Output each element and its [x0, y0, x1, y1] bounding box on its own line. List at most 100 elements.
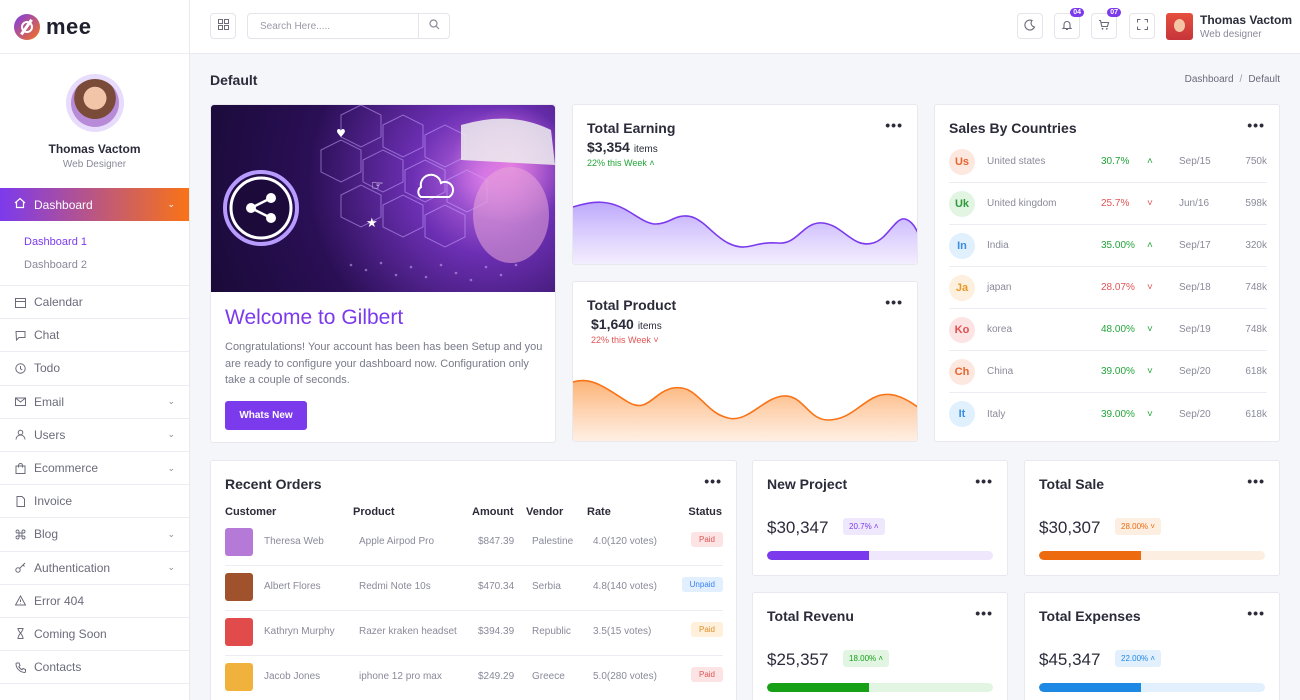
table-row[interactable]: Theresa Web Apple Airpod Pro $847.39 Pal…	[225, 521, 723, 566]
new-project-card: New Project ••• $30,347 20.7% ˄	[752, 460, 1008, 576]
country-row: Ko korea 48.00% ˅ Sep/19 748k	[949, 309, 1267, 351]
country-percent: 48.00%	[1101, 324, 1135, 335]
percent-badge: 22.00% ˄	[1115, 650, 1162, 667]
table-row[interactable]: Jacob Jones iphone 12 pro max $249.29 Gr…	[225, 656, 723, 700]
mini-card-value: $45,347	[1039, 650, 1101, 669]
search-input[interactable]	[248, 14, 418, 38]
sidebar-item-authentication[interactable]: Authentication ⌄	[0, 552, 189, 585]
country-date: Sep/20	[1179, 366, 1211, 377]
country-row: Uk United kingdom 25.7% ˅ Jun/16 598k	[949, 183, 1267, 225]
country-value: 748k	[1245, 324, 1267, 335]
col-customer[interactable]: Customer	[225, 506, 277, 518]
sidebar-item-chat[interactable]: Chat	[0, 319, 189, 353]
progress-bar	[1039, 683, 1265, 692]
avatar[interactable]	[65, 74, 124, 132]
progress-bar	[767, 683, 993, 692]
submenu-item-dashboard-2[interactable]: Dashboard 2	[24, 259, 87, 271]
country-row: Ch China 39.00% ˅ Sep/20 618k	[949, 351, 1267, 393]
more-options-icon[interactable]: •••	[1247, 117, 1265, 133]
chevron-down-icon: ⌄	[167, 562, 175, 573]
country-code-badge: Uk	[949, 190, 975, 217]
country-value: 750k	[1245, 156, 1267, 167]
product-unit: items	[637, 321, 662, 332]
more-options-icon[interactable]: •••	[1247, 473, 1265, 489]
country-name: China	[987, 366, 1014, 377]
sidebar-item-calendar[interactable]: Calendar	[0, 286, 189, 320]
order-rate: 4.8(140 votes)	[593, 581, 657, 592]
page-title: Default	[210, 72, 258, 88]
order-vendor: Greece	[532, 671, 565, 682]
sidebar-item-label: Error 404	[34, 593, 85, 608]
country-value: 618k	[1245, 366, 1267, 377]
avatar-image	[70, 79, 119, 127]
more-options-icon[interactable]: •••	[885, 294, 903, 310]
percent-badge: 28.00% ˅	[1115, 518, 1162, 535]
sidebar-item-blog[interactable]: Blog ⌄	[0, 518, 189, 552]
table-row[interactable]: Kathryn Murphy Razer kraken headset $394…	[225, 611, 723, 656]
header-user-role: Web designer	[1200, 29, 1262, 40]
col-rate[interactable]: Rate	[587, 506, 611, 518]
sidebar-item-todo[interactable]: Todo	[0, 352, 189, 386]
product-title: Total Product	[587, 297, 677, 313]
trend-down-icon: ˅	[1147, 282, 1153, 293]
trend-down-icon: ˅	[1150, 522, 1156, 531]
header-avatar	[1166, 13, 1193, 40]
earning-amount: $3,354	[587, 139, 630, 155]
welcome-text: Congratulations! Your account has been h…	[225, 341, 543, 386]
col-vendor[interactable]: Vendor	[526, 506, 564, 518]
sidebar-item-email[interactable]: Email ⌄	[0, 386, 189, 419]
status-badge: Paid	[690, 667, 723, 682]
product-sparkline	[573, 379, 917, 441]
sidebar-item-users[interactable]: Users ⌄	[0, 419, 189, 452]
more-options-icon[interactable]: •••	[975, 473, 993, 489]
more-options-icon[interactable]: •••	[704, 473, 722, 489]
col-product[interactable]: Product	[353, 506, 395, 518]
alert-triangle-icon	[14, 595, 26, 607]
trend-up-icon: ˄	[1147, 156, 1153, 167]
brand-logo[interactable]: mee	[0, 0, 189, 54]
top-header: 04 07 Thomas Vactom Web designer	[190, 0, 1300, 54]
progress-fill	[1039, 551, 1141, 560]
breadcrumb-dashboard[interactable]: Dashboard	[1184, 74, 1234, 85]
order-rate: 4.0(120 votes)	[593, 536, 657, 547]
cart-button[interactable]: 07	[1091, 8, 1121, 39]
more-options-icon[interactable]: •••	[1247, 605, 1265, 621]
whats-new-button[interactable]: Whats New	[225, 401, 307, 430]
trend-up-icon: ˄	[1147, 240, 1153, 251]
sales-by-countries-card: Sales By Countries ••• Us United states …	[934, 104, 1280, 442]
more-options-icon[interactable]: •••	[975, 605, 993, 621]
country-name: korea	[987, 324, 1013, 335]
sidebar-item-contacts[interactable]: Contacts	[0, 651, 189, 685]
submenu-item-dashboard-1[interactable]: Dashboard 1	[24, 236, 87, 248]
country-name: India	[987, 240, 1009, 251]
fullscreen-button[interactable]	[1129, 13, 1155, 39]
table-row[interactable]: Albert Flores Redmi Note 10s $470.34 Ser…	[225, 566, 723, 611]
col-status[interactable]: Status	[688, 506, 722, 518]
sidebar-item-error-404[interactable]: Error 404	[0, 585, 189, 618]
chevron-down-icon: ⌄	[167, 462, 175, 473]
sidebar-item-coming-soon[interactable]: Coming Soon	[0, 618, 189, 652]
sidebar-item-invoice[interactable]: Invoice	[0, 485, 189, 519]
file-icon	[14, 495, 26, 507]
notifications-button[interactable]: 04	[1054, 8, 1084, 39]
trend-down-icon: ˅	[1147, 408, 1153, 420]
user-icon	[14, 429, 26, 441]
col-amount[interactable]: Amount	[472, 506, 514, 518]
dark-mode-toggle[interactable]	[1017, 13, 1043, 39]
country-code-badge: Ch	[949, 358, 975, 385]
sidebar-item-label: Users	[34, 427, 66, 442]
country-percent: 39.00%	[1101, 408, 1135, 420]
grid-menu-button[interactable]	[210, 13, 236, 39]
notification-badge: 04	[1070, 8, 1084, 17]
svg-text:♥: ♥	[336, 127, 346, 140]
header-user-menu[interactable]: Thomas Vactom Web designer	[1166, 13, 1292, 40]
sidebar-item-ecommerce[interactable]: Ecommerce ⌄	[0, 452, 189, 486]
welcome-title: Welcome to Gilbert	[225, 306, 404, 329]
progress-fill	[767, 683, 869, 692]
recent-orders-card: Recent Orders ••• Customer Product Amoun…	[210, 460, 737, 700]
sidebar-item-dashboard[interactable]: Dashboard ⌄	[0, 188, 189, 221]
search-button[interactable]	[418, 14, 449, 38]
more-options-icon[interactable]: •••	[885, 117, 903, 133]
mail-icon	[14, 396, 26, 408]
mini-card-title: Total Revenu	[767, 608, 854, 624]
